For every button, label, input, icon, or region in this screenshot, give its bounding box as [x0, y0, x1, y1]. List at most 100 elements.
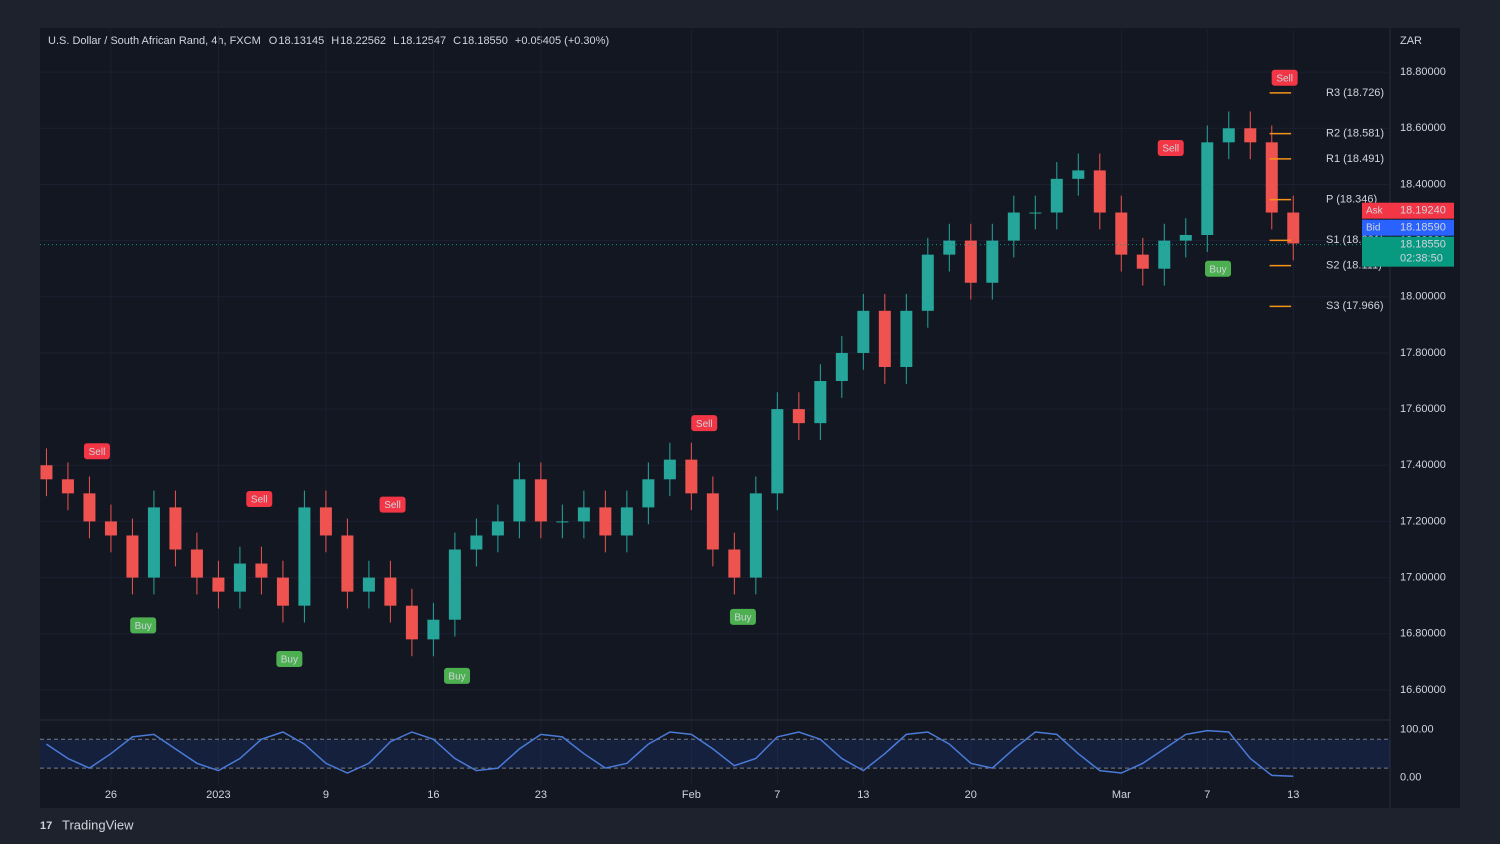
signal-label: Buy — [281, 655, 298, 666]
candle-body — [857, 310, 870, 353]
candle-body — [728, 549, 741, 578]
oscillator-tick-label: 0.00 — [1400, 772, 1421, 784]
candle-body — [556, 521, 569, 523]
quote-value: 18.18550 — [1400, 239, 1446, 251]
candle-body — [341, 535, 354, 592]
candle-body — [470, 535, 483, 550]
ohlc-key: O — [269, 35, 278, 47]
pivot-label: R2 (18.581) — [1326, 128, 1384, 140]
candle-body — [534, 479, 547, 522]
candle-body — [319, 507, 332, 536]
quote-box — [1362, 236, 1454, 267]
y-tick-label: 18.40000 — [1400, 178, 1446, 190]
candle-body — [83, 493, 96, 522]
candle-body — [921, 254, 934, 311]
signal-badge — [83, 443, 110, 460]
quote-timer: 02:38:50 — [1400, 253, 1443, 265]
candle-body — [749, 493, 762, 578]
quote-name: Bid — [1366, 222, 1380, 233]
ohlc-value: 18.13145 — [278, 35, 324, 47]
ohlc-key: H — [331, 35, 339, 47]
y-tick-label: 18.60000 — [1400, 122, 1446, 134]
candle-body — [792, 409, 805, 424]
candle-body — [706, 493, 719, 550]
candle-body — [169, 507, 182, 550]
ohlc-value: 18.18550 — [462, 35, 508, 47]
y-tick-label: 17.00000 — [1400, 571, 1446, 583]
ohlc-change: +0.05405 (+0.30%) — [515, 35, 609, 47]
y-tick-label: 16.60000 — [1400, 684, 1446, 696]
y-tick-label: 16.80000 — [1400, 628, 1446, 640]
currency: ZAR — [1400, 35, 1422, 47]
signal-label: Sell — [1162, 144, 1179, 155]
candle-body — [642, 479, 655, 508]
candle-body — [1072, 170, 1085, 179]
candle-body — [943, 240, 956, 255]
oscillator-band — [40, 739, 1390, 769]
x-tick-label: Mar — [1112, 789, 1131, 801]
candle-body — [126, 535, 139, 578]
x-tick-label: 7 — [1204, 789, 1210, 801]
signal-label: Buy — [1209, 264, 1226, 275]
signal-badge — [130, 617, 157, 634]
x-tick-label: 13 — [1287, 789, 1299, 801]
ohlc-key: L — [393, 35, 399, 47]
brand: TradingView — [62, 817, 134, 832]
y-tick-label: 17.20000 — [1400, 515, 1446, 527]
pivot-label: S3 (17.966) — [1326, 300, 1383, 312]
candle-body — [835, 352, 848, 382]
candle-body — [276, 577, 289, 606]
candle-body — [147, 507, 160, 578]
x-tick-label: 2023 — [206, 789, 230, 801]
x-tick-label: 20 — [965, 789, 977, 801]
chart-panel — [40, 28, 1460, 808]
candle-body — [1201, 142, 1214, 235]
candle-body — [771, 409, 784, 494]
signal-label: Sell — [1276, 73, 1293, 84]
chart-title: U.S. Dollar / South African Rand, 4h, FX… — [48, 35, 261, 47]
candle-body — [298, 507, 311, 606]
candle-body — [814, 381, 827, 424]
candle-body — [663, 459, 676, 480]
x-tick-label: 9 — [323, 789, 329, 801]
signal-label: Sell — [384, 500, 401, 511]
quote-name: Ask — [1366, 205, 1384, 216]
candle-body — [900, 310, 913, 367]
candle-body — [577, 507, 590, 522]
signal-label: Sell — [89, 447, 106, 458]
quote-box — [1362, 202, 1454, 219]
signal-label: Buy — [448, 672, 465, 683]
candle-body — [986, 240, 999, 283]
candle-body — [61, 479, 74, 494]
candle-body — [104, 521, 117, 536]
candle-body — [1029, 212, 1042, 214]
candle-body — [384, 577, 397, 606]
signal-badge — [246, 490, 273, 507]
candle-body — [620, 507, 633, 536]
candle-body — [212, 577, 225, 592]
candle-body — [964, 240, 977, 283]
quote-value: 18.19240 — [1400, 205, 1446, 217]
pivot-label: R1 (18.491) — [1326, 153, 1384, 165]
candle-body — [1179, 234, 1192, 241]
candle-body — [362, 577, 375, 592]
signal-badge — [276, 651, 303, 668]
signal-label: Sell — [251, 495, 268, 506]
x-tick-label: Feb — [682, 789, 701, 801]
candle-body — [1244, 128, 1257, 143]
signal-label: Sell — [696, 419, 713, 430]
ohlc-key: C — [453, 35, 461, 47]
pivot-label: P (18.346) — [1326, 194, 1377, 206]
candle-body — [427, 619, 440, 640]
ohlc-value: 18.12547 — [400, 35, 446, 47]
y-tick-label: 18.00000 — [1400, 291, 1446, 303]
candle-body — [448, 549, 461, 620]
signal-label: Buy — [135, 621, 152, 632]
candle-body — [1136, 254, 1149, 269]
pivot-label: R3 (18.726) — [1326, 87, 1384, 99]
candle-body — [1287, 212, 1300, 244]
x-tick-label: 23 — [535, 789, 547, 801]
candle-body — [878, 310, 891, 367]
candle-body — [1158, 240, 1171, 269]
